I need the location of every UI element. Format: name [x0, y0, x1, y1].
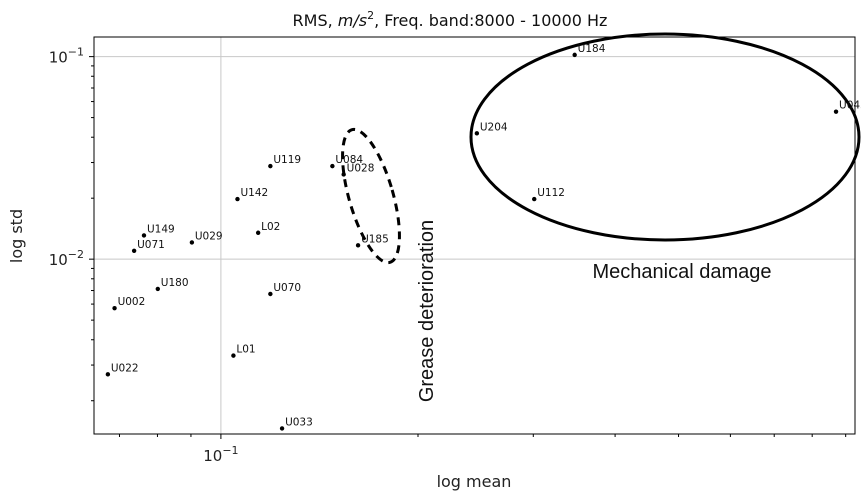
data-point-u022: [105, 372, 111, 377]
point-label-u112: U112: [537, 187, 565, 199]
point-label-u022: U022: [111, 362, 139, 374]
mechanical-damage-label: Mechanical damage: [593, 261, 772, 283]
point-label-u180: U180: [161, 277, 189, 289]
data-point-u204: [474, 131, 480, 136]
point-label-l02: L02: [261, 221, 280, 233]
data-point-u002: [112, 305, 117, 311]
data-point-l01: [231, 353, 236, 358]
data-point-u184: [572, 52, 577, 58]
data-point-l02: [255, 230, 261, 235]
data-point-u180: [155, 286, 161, 292]
y-tick-label: 10−2: [49, 248, 84, 269]
point-label-u084: U084: [335, 154, 363, 166]
point-label-u119: U119: [273, 154, 301, 166]
point-label-u204: U204: [480, 121, 508, 133]
point-label-u002: U002: [118, 296, 146, 308]
axis-ticks: 10−1 10−1 10−2: [49, 46, 847, 465]
data-point-u033: [279, 426, 285, 431]
data-point-u119: [268, 163, 273, 169]
point-label-u071: U071: [137, 239, 165, 251]
data-point-u043: [833, 109, 839, 114]
data-point-u185: [355, 243, 361, 248]
point-label-l01: L01: [236, 344, 255, 356]
point-label-u043: U043: [839, 100, 861, 112]
point-label-u149: U149: [147, 223, 175, 235]
data-point-u149: [141, 233, 147, 238]
data-point-u142: [235, 196, 240, 202]
point-label-u185: U185: [361, 233, 389, 245]
point-label-u142: U142: [240, 187, 268, 199]
point-label-u028: U028: [347, 162, 375, 174]
y-tick-label: 10−1: [49, 46, 84, 67]
y-axis-title: log std: [7, 209, 26, 263]
x-tick-label: 10−1: [203, 444, 238, 465]
grease-deterioration-ellipse: [341, 127, 401, 265]
data-point-u071: [131, 248, 137, 253]
x-axis-title: log mean: [437, 472, 512, 491]
grease-deterioration-label: Grease deterioration: [416, 220, 438, 402]
data-point-u070: [268, 291, 273, 297]
chart-title: RMS, m/s2, Freq. band:8000 - 10000 Hz: [293, 9, 608, 30]
grid: [94, 37, 855, 434]
point-label-u070: U070: [273, 282, 301, 294]
data-point-u084: [330, 163, 335, 169]
data-point-u028: [341, 172, 346, 177]
data-point-u112: [532, 196, 537, 202]
point-label-u184: U184: [578, 43, 606, 55]
point-label-u029: U029: [195, 230, 223, 242]
plot-frame: [93, 36, 856, 435]
mechanical-damage-ellipse: [469, 32, 861, 242]
point-label-u033: U033: [285, 416, 313, 428]
data-point-u029: [189, 240, 195, 245]
